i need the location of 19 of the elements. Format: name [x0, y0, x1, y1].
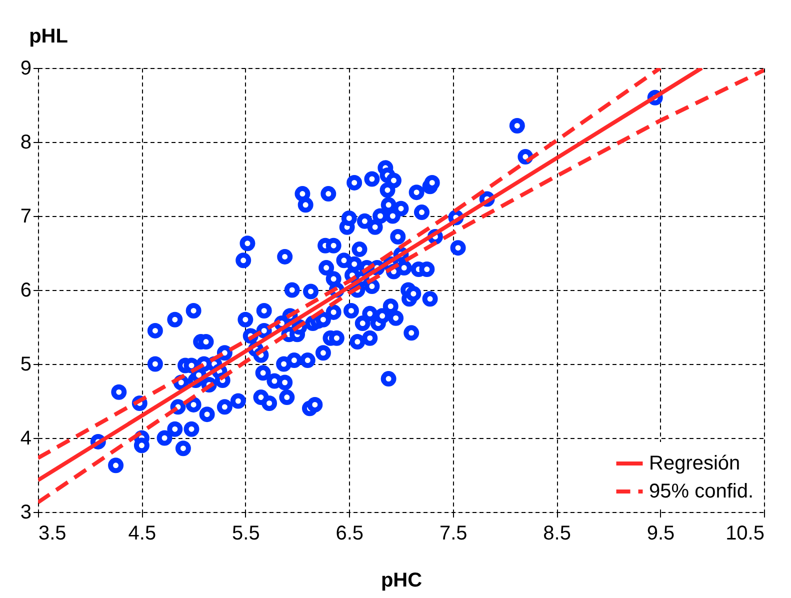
x-tick-label: 6.5	[336, 522, 364, 544]
legend-label: 95% confid.	[649, 480, 754, 502]
y-tick-label: 5	[20, 354, 32, 376]
x-axis-title: pHC	[380, 570, 422, 592]
x-tick-label: 4.5	[128, 522, 156, 544]
y-axis-title: pHL	[29, 26, 68, 48]
x-tick-label: 7.5	[439, 522, 468, 544]
y-tick-label: 8	[20, 132, 32, 154]
x-tick-label: 8.5	[543, 522, 571, 544]
y-tick-label: 3	[20, 502, 32, 524]
y-tick-label: 4	[20, 428, 32, 450]
y-tick-label: 7	[20, 206, 32, 228]
y-tick-label: 6	[20, 280, 32, 302]
x-tick-label: 9.5	[646, 522, 675, 544]
legend-label: Regresión	[649, 452, 740, 474]
x-tick-label: 5.5	[232, 522, 260, 544]
x-tick-label: 3.5	[38, 522, 66, 544]
y-tick-label: 9	[20, 58, 32, 80]
x-tick-label: 10.5	[726, 522, 764, 544]
